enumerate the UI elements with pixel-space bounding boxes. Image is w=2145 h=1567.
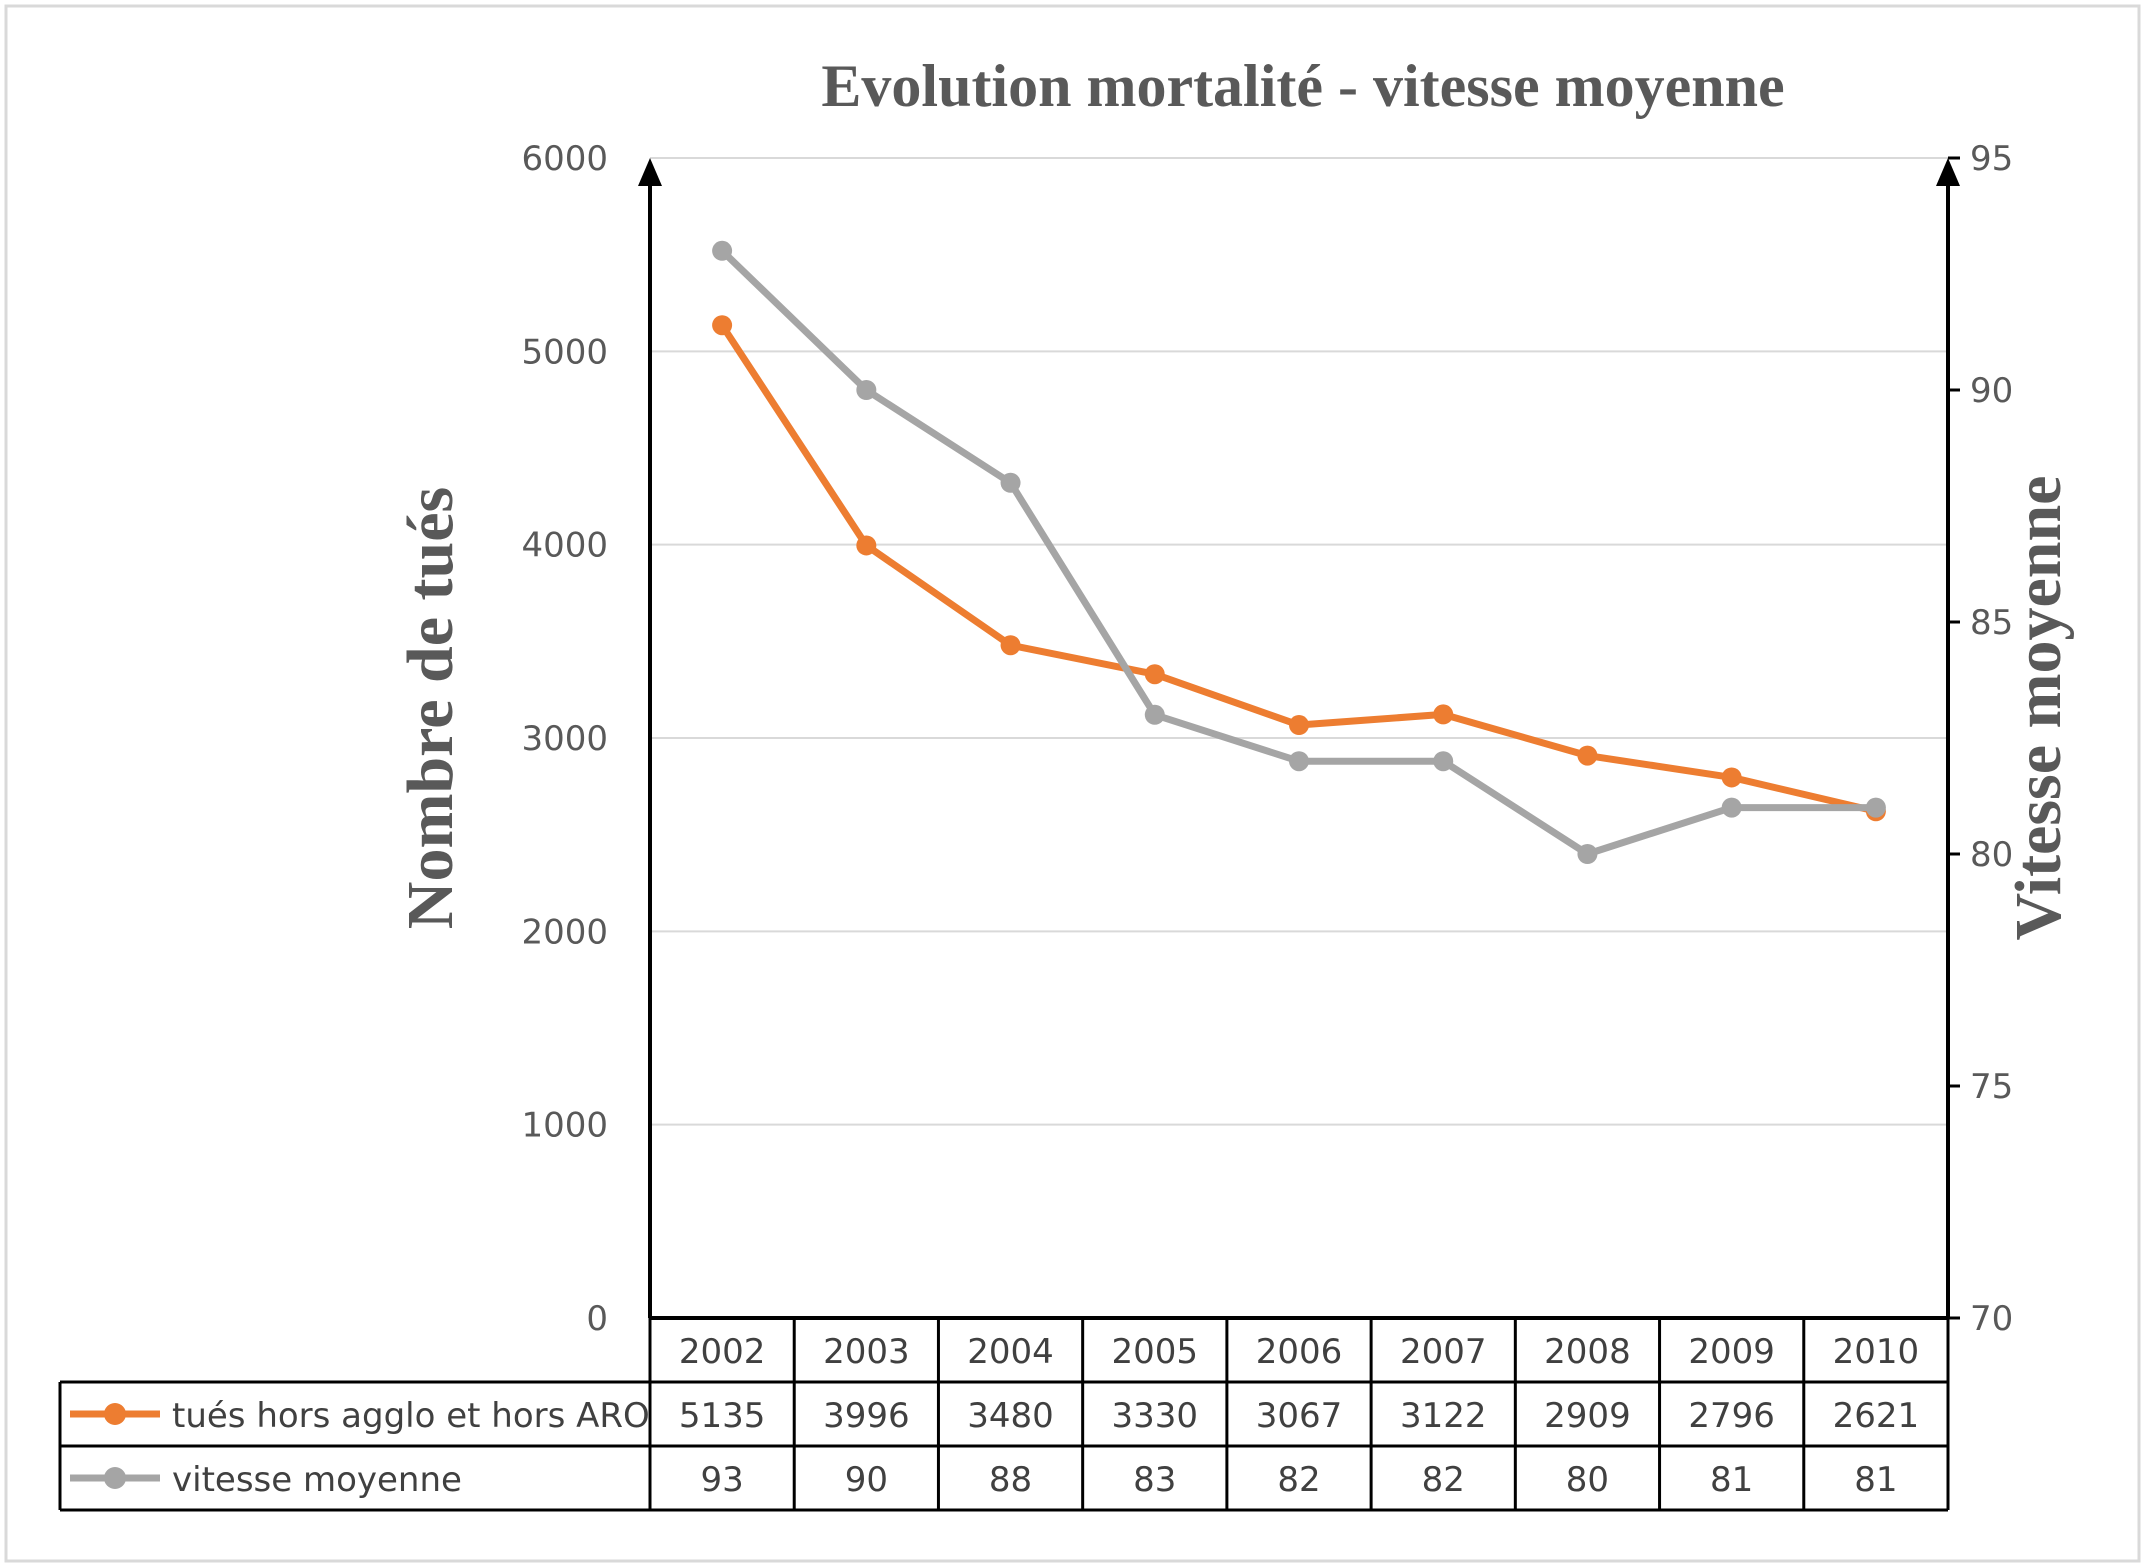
- series-1-point: [1721, 767, 1742, 788]
- table-cell: 82: [1277, 1460, 1320, 1500]
- x-tick-label: 2010: [1833, 1332, 1920, 1372]
- legend-marker-2: [104, 1467, 126, 1489]
- series-2-point: [712, 240, 733, 261]
- y2-tick-label: 85: [1970, 603, 2013, 643]
- x-tick-label: 2008: [1544, 1332, 1631, 1372]
- x-tick-label: 2002: [679, 1332, 766, 1372]
- series-2-point: [1289, 751, 1309, 772]
- y2-tick-label: 70: [1970, 1299, 2013, 1339]
- table-cell: 81: [1854, 1460, 1897, 1500]
- y2-axis-arrow: [1936, 158, 1960, 186]
- series-1-point: [712, 315, 733, 336]
- series-2-point: [1433, 751, 1454, 772]
- x-tick-label: 2009: [1688, 1332, 1775, 1372]
- legend-label-2: vitesse moyenne: [172, 1460, 462, 1500]
- table-cell: 82: [1422, 1460, 1465, 1500]
- y2-tick-label: 80: [1970, 835, 2013, 875]
- series-1-point: [1577, 745, 1598, 766]
- table-cell: 2621: [1833, 1396, 1920, 1436]
- y-tick-label: 6000: [521, 139, 608, 179]
- y2-tick-label: 90: [1970, 371, 2013, 411]
- x-tick-label: 2007: [1400, 1332, 1487, 1372]
- table-cell: 81: [1710, 1460, 1753, 1500]
- table-cell: 80: [1566, 1460, 1609, 1500]
- series-1-point: [1289, 715, 1309, 736]
- series-2-point: [1000, 472, 1021, 493]
- series-2-point: [1721, 797, 1742, 818]
- x-tick-label: 2003: [823, 1332, 910, 1372]
- y-axis-title: Nombre de tués: [394, 487, 467, 929]
- tick-labels: 0 1000 2000 3000 4000 5000 6000 70 75 80 85 90 95: [521, 139, 2013, 1339]
- table-cell: 3122: [1400, 1396, 1487, 1436]
- table-cell: 3067: [1256, 1396, 1343, 1436]
- y2-axis-title: Vitesse moyenne: [2002, 476, 2075, 941]
- table-cell: 88: [989, 1460, 1032, 1500]
- table-cell: 3480: [967, 1396, 1054, 1436]
- table-cell: 3996: [823, 1396, 910, 1436]
- y-tick-label: 0: [586, 1299, 608, 1339]
- series-2-point: [1144, 704, 1165, 725]
- y-tick-label: 4000: [521, 526, 608, 566]
- legend-label-1: tués hors agglo et hors ARO: [172, 1396, 650, 1436]
- table-cell: 5135: [679, 1396, 766, 1436]
- y-tick-label: 5000: [521, 332, 608, 372]
- table-cell: 2796: [1688, 1396, 1775, 1436]
- y2-tick-label: 95: [1970, 139, 2013, 179]
- legend-marker-1: [104, 1403, 126, 1425]
- series-group: [712, 240, 1886, 864]
- chart-title: Evolution mortalité - vitesse moyenne: [821, 53, 1784, 119]
- series-2-point: [1577, 844, 1598, 864]
- table-cell: 93: [700, 1460, 743, 1500]
- data-table: 2002 2003 2004 2005 2006 2007 2008 2009 2010 tués…: [58, 1318, 1950, 1512]
- table-cell: 83: [1133, 1460, 1176, 1500]
- y2-tick-label: 75: [1970, 1067, 2013, 1107]
- table-cell: 90: [845, 1460, 888, 1500]
- axes: [638, 156, 1960, 1320]
- x-tick-label: 2004: [967, 1332, 1054, 1372]
- x-tick-label: 2006: [1256, 1332, 1343, 1372]
- chart-border: [4, 4, 2141, 1563]
- table-cell: 3330: [1112, 1396, 1199, 1436]
- series-1-point: [1000, 635, 1021, 656]
- y-tick-label: 3000: [521, 719, 608, 759]
- series-1-point: [1144, 664, 1165, 685]
- y-axis-arrow: [638, 158, 662, 186]
- y-tick-label: 2000: [521, 912, 608, 952]
- x-tick-label: 2005: [1112, 1332, 1199, 1372]
- y-tick-label: 1000: [521, 1106, 608, 1146]
- table-cell: 2909: [1544, 1396, 1631, 1436]
- series-2-point: [856, 380, 877, 400]
- series-2-point: [1865, 797, 1886, 818]
- series-1-point: [856, 535, 877, 556]
- series-1-point: [1433, 704, 1454, 725]
